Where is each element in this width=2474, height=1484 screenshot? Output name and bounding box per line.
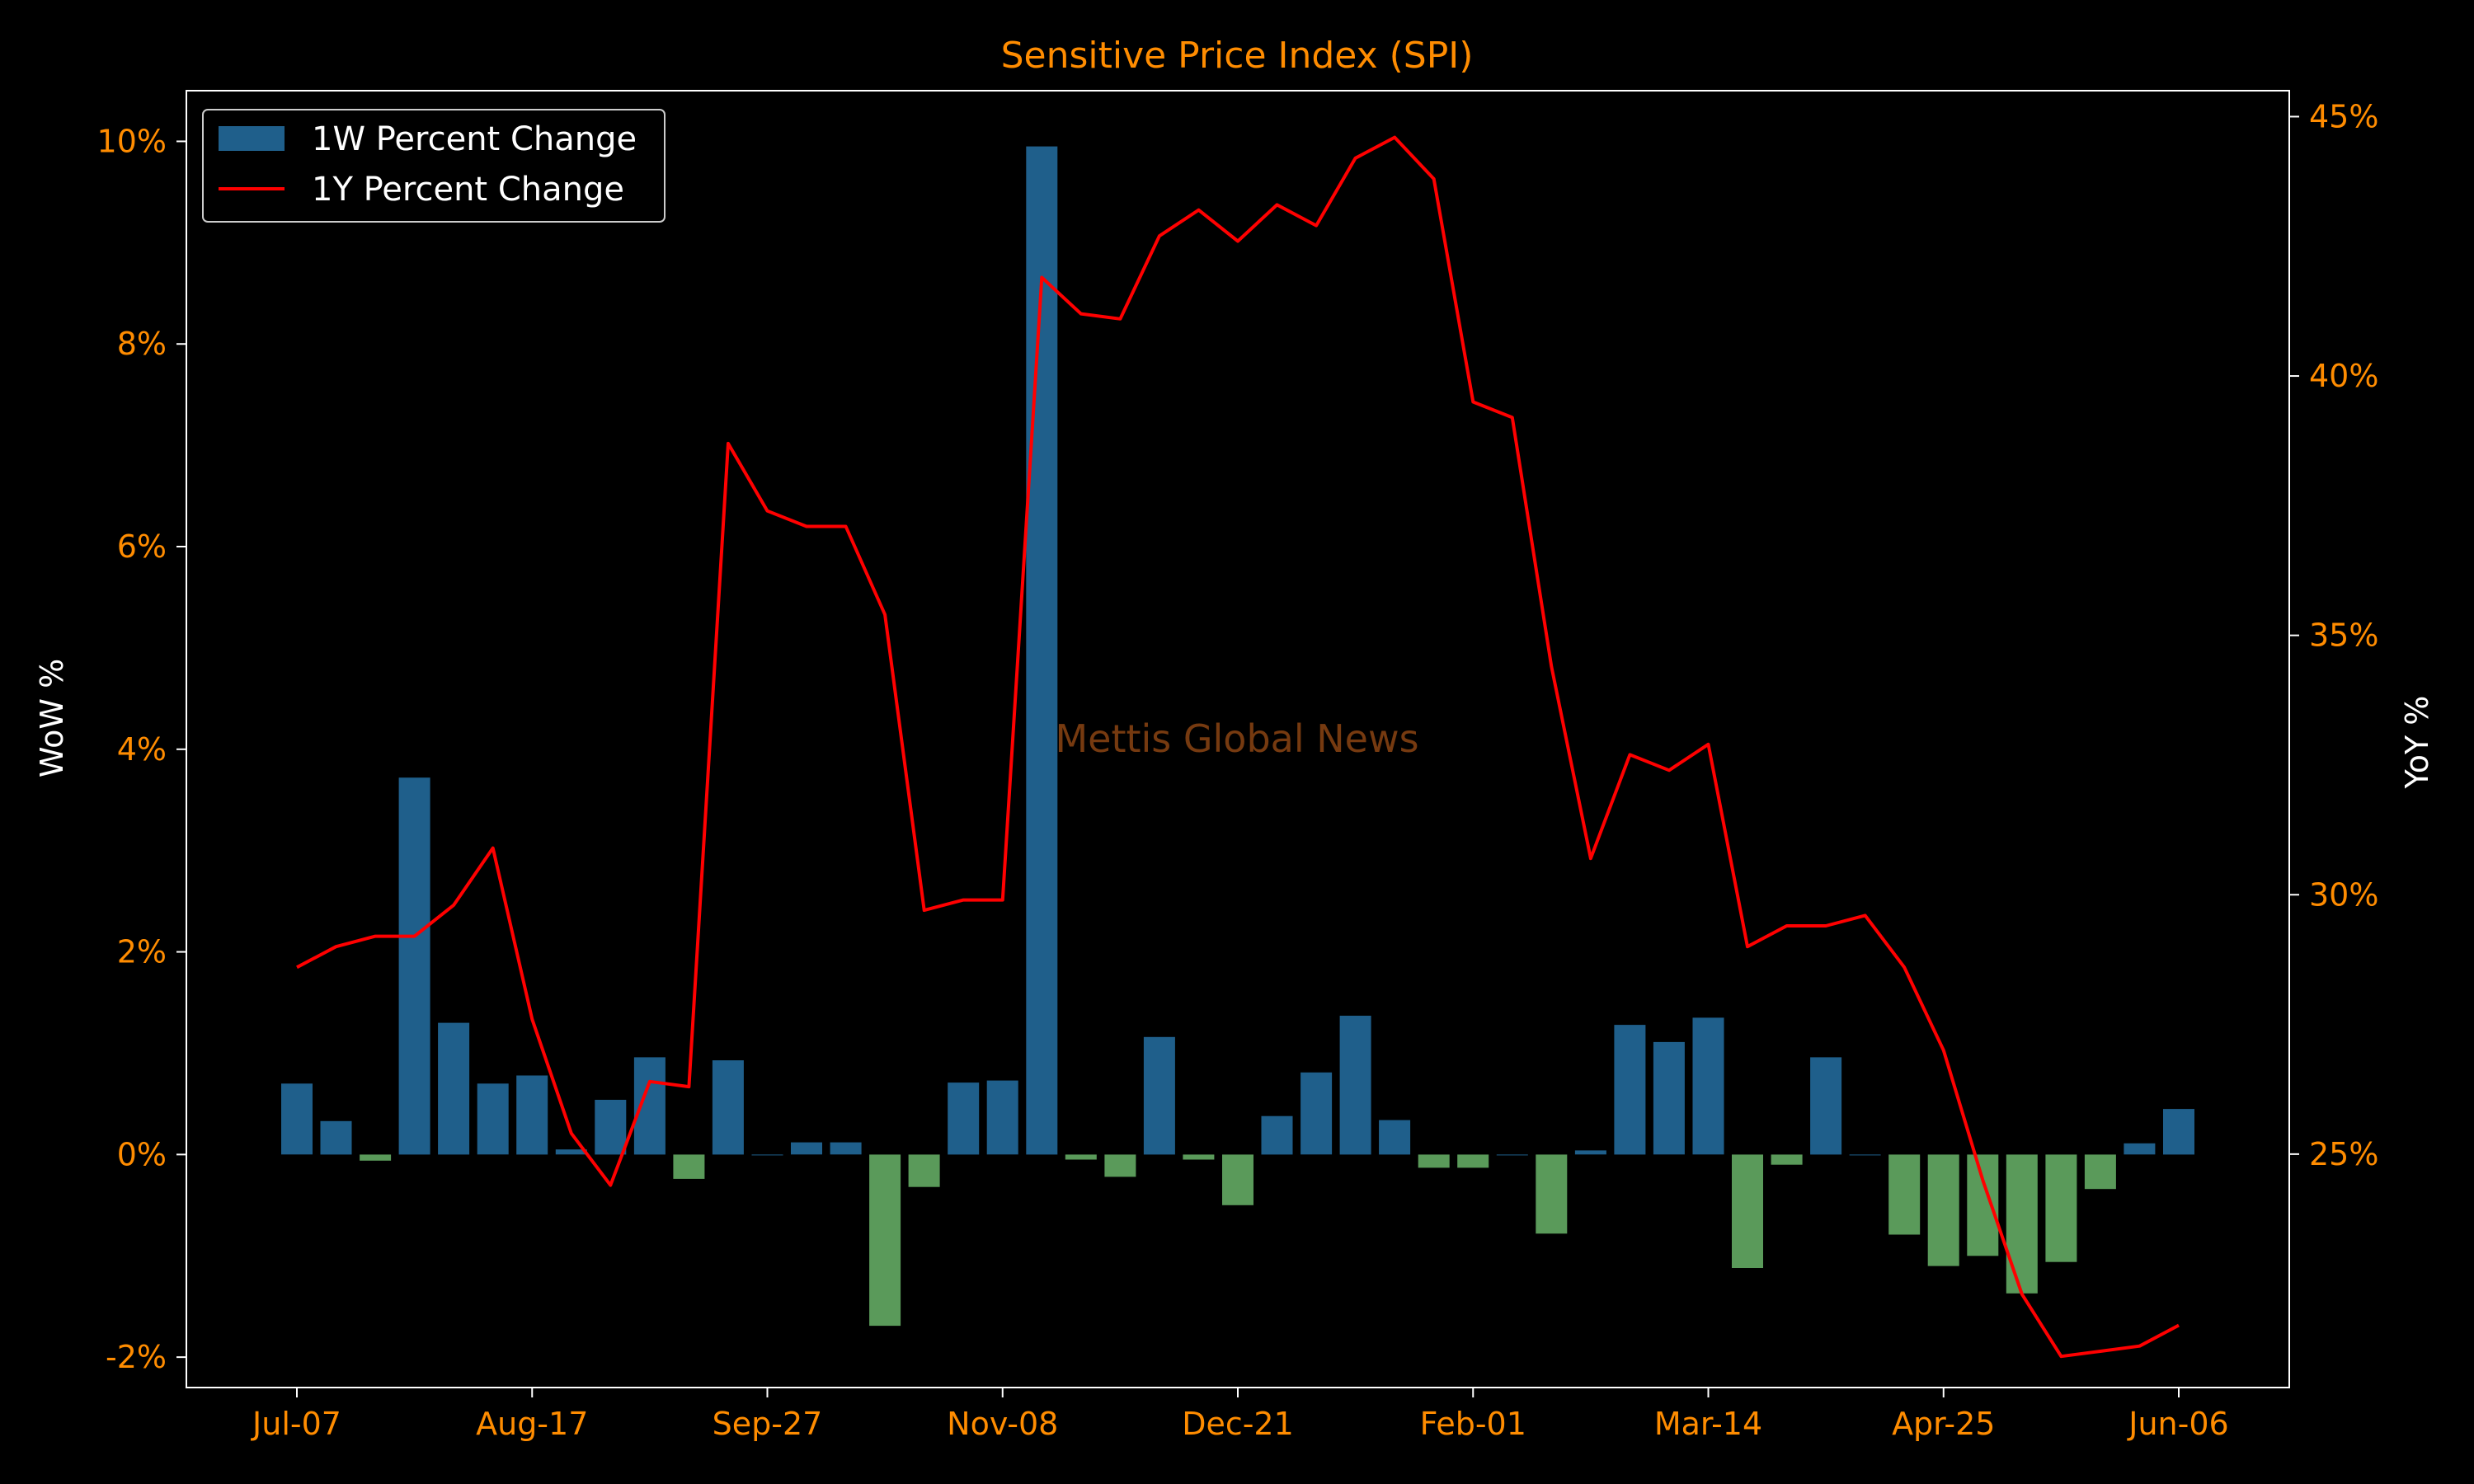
left-tick-label-3: 4% [117,731,167,768]
left-tick-label-2: 2% [117,934,167,970]
bar-wow-1 [320,1120,352,1155]
left-tick-label-6: 10% [97,123,167,159]
bar-wow-47 [2124,1143,2156,1155]
bar-wow-33 [1574,1150,1606,1155]
bar-wow-44 [2006,1154,2038,1294]
left-tick-label-5: 8% [117,326,167,362]
bar-wow-29 [1418,1154,1450,1168]
bar-wow-34 [1614,1025,1646,1155]
bar-wow-13 [791,1142,822,1155]
bar-wow-46 [2084,1154,2116,1190]
legend: 1W Percent Change 1Y Percent Change [202,109,666,223]
bar-wow-11 [712,1060,744,1155]
bar-wow-5 [477,1083,509,1155]
bar-wow-0 [281,1083,313,1155]
bar-wow-2 [360,1154,392,1161]
axes: -2% 0% 2% 4% 6% 8% 10% 25% 30% 35% 40% 45% Jul-07 Aug… [97,90,2378,1442]
right-tick-label-2: 35% [2309,618,2378,654]
left-tick-label-4: 6% [117,528,167,565]
bar-wow-22 [1143,1036,1175,1155]
bar-wow-17 [948,1082,980,1155]
bar-wow-4 [438,1022,470,1155]
bar-wow-36 [1692,1017,1724,1155]
plot-area [281,135,2194,1359]
bar-wow-8 [595,1100,627,1155]
bar-wow-30 [1457,1154,1489,1168]
bar-wow-25 [1261,1115,1293,1155]
legend-box [202,109,666,223]
bar-wow-31 [1496,1154,1528,1156]
bar-wow-27 [1339,1016,1371,1155]
bar-wow-38 [1771,1154,1803,1165]
bar-wow-18 [986,1080,1018,1155]
watermark-text: Mettis Global News [1055,716,1418,761]
right-tick-label-4: 45% [2309,98,2378,134]
bar-wow-7 [555,1149,587,1155]
left-tick-label-1: 0% [117,1136,167,1172]
legend-bar-swatch [219,126,285,151]
x-tick-label-8: Jun-06 [2127,1406,2228,1442]
bar-wow-24 [1222,1154,1253,1205]
x-tick-label-0: Jul-07 [251,1406,341,1442]
right-tick-label-1: 30% [2309,876,2378,913]
chart-title: Sensitive Price Index (SPI) [1001,35,1474,77]
bar-wow-37 [1732,1154,1763,1268]
bar-wow-3 [398,777,430,1155]
x-tick-label-6: Mar-14 [1654,1406,1762,1442]
bar-wow-35 [1653,1041,1685,1155]
bar-wow-16 [908,1154,940,1187]
bar-wow-21 [1104,1154,1136,1177]
bar-wow-19 [1026,146,1058,1155]
left-tick-label-0: -2% [106,1339,167,1375]
legend-label-line: 1Y Percent Change [312,171,624,209]
bar-wow-39 [1810,1057,1842,1155]
bar-wow-28 [1379,1120,1411,1155]
x-tick-label-4: Dec-21 [1182,1406,1294,1442]
bar-wow-43 [1967,1154,1999,1256]
bar-wow-12 [751,1154,783,1156]
x-tick-label-1: Aug-17 [476,1406,588,1442]
bar-wow-14 [830,1142,862,1155]
right-tick-label-3: 40% [2309,358,2378,394]
bar-wow-32 [1536,1154,1568,1234]
bar-wow-42 [1927,1154,1959,1266]
bar-wow-23 [1183,1154,1215,1160]
bar-wow-45 [2045,1154,2077,1262]
bar-wow-41 [1888,1154,1921,1235]
x-tick-label-5: Feb-01 [1420,1406,1526,1442]
legend-label-bars: 1W Percent Change [312,120,637,158]
bar-wow-6 [516,1075,548,1155]
bar-wow-20 [1065,1154,1097,1160]
right-tick-label-0: 25% [2309,1136,2378,1172]
x-tick-label-2: Sep-27 [713,1406,823,1442]
right-axis-label: YoY % [2399,696,2435,790]
x-tick-label-7: Apr-25 [1892,1406,1995,1442]
bar-wow-40 [1849,1154,1881,1156]
line-yoy-series [296,135,2180,1359]
bar-wow-48 [2163,1109,2194,1155]
bar-wow-10 [673,1154,705,1179]
x-tick-label-3: Nov-08 [947,1406,1058,1442]
left-axis-label: WoW % [34,659,70,777]
bar-wow-26 [1300,1072,1333,1155]
bar-wow-15 [869,1154,901,1327]
